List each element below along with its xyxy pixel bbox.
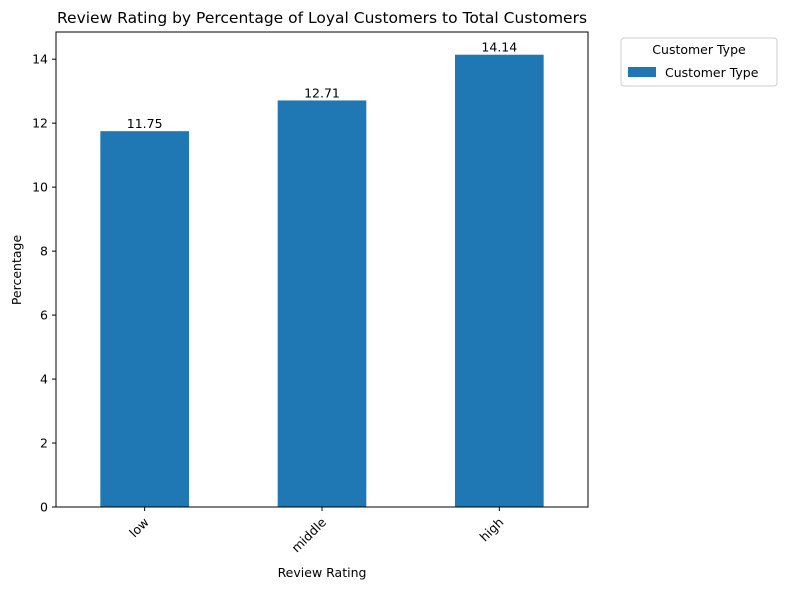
y-tick-label: 2 [40,436,48,451]
legend-frame [620,37,778,87]
y-axis-ticks: 0 2 4 6 8 10 12 14 [32,52,56,515]
bar-series [100,54,544,508]
legend-entry-customer-type: Customer Type [665,65,759,80]
y-tick-label: 14 [32,52,48,67]
y-tick-label: 12 [32,116,48,131]
x-tick-label-high: high [477,515,507,545]
chart-title: Review Rating by Percentage of Loyal Cus… [57,9,587,27]
y-tick-label: 6 [40,308,48,323]
legend-title: Customer Type [652,42,746,57]
x-tick-label-middle: middle [288,514,329,555]
data-label-low: 11.75 [127,116,163,131]
x-tick-label-low: low [126,515,152,541]
y-tick-label: 0 [40,500,48,515]
bar-high [455,54,544,507]
x-axis-label: Review Rating [278,565,367,580]
plot-area-frame [55,31,589,508]
y-tick-label: 4 [40,372,48,387]
data-label-high: 14.14 [481,40,517,55]
legend-swatch [628,67,656,77]
data-label-middle: 12.71 [304,85,340,100]
y-axis-label: Percentage [9,235,24,306]
data-labels: 11.75 12.71 14.14 [127,40,517,131]
x-axis-ticks: low middle high [126,507,506,555]
y-tick-label: 8 [40,244,48,259]
bar-middle [277,100,367,508]
legend: Customer Type Customer Type [620,37,778,87]
bar-low [100,131,189,507]
y-tick-label: 10 [32,180,48,195]
